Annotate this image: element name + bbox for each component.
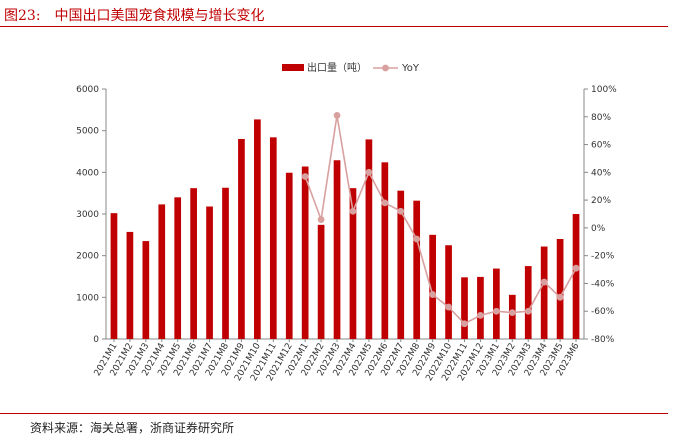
yoy-point <box>445 303 452 311</box>
yoy-point <box>508 309 516 317</box>
bar <box>429 234 436 339</box>
right-tick-label: -20% <box>591 252 615 262</box>
bar <box>508 294 516 339</box>
bar <box>556 239 564 339</box>
yoy-line <box>304 115 577 325</box>
yoy-point <box>461 320 468 328</box>
yoy-point <box>540 278 548 286</box>
left-tick-label: 4000 <box>76 168 99 178</box>
left-tick-label: 5000 <box>76 127 99 137</box>
bar <box>572 214 580 339</box>
figure-title: 图23: 中国出口美国宠食规模与增长变化 <box>4 5 265 25</box>
yoy-series <box>301 111 580 328</box>
bar <box>174 197 182 339</box>
right-tick-label: -40% <box>591 279 615 289</box>
right-tick-label: -80% <box>591 335 615 345</box>
bar <box>269 137 277 339</box>
bar <box>413 200 421 339</box>
bar <box>461 277 468 339</box>
bar <box>285 172 293 339</box>
right-tick-label: 60% <box>591 141 611 151</box>
legend-bar-swatch <box>282 64 304 71</box>
bar <box>397 190 405 339</box>
bar <box>381 162 389 339</box>
left-tick-label: 0 <box>93 335 99 345</box>
bar <box>540 246 548 339</box>
yoy-point <box>492 307 500 315</box>
bar <box>317 224 325 339</box>
bar <box>222 187 229 339</box>
bar <box>238 139 245 339</box>
bottom-rule <box>0 413 668 414</box>
yoy-point <box>572 264 580 272</box>
yoy-point <box>317 216 325 223</box>
left-tick-label: 2000 <box>76 252 99 262</box>
yoy-point <box>477 311 484 319</box>
axes: 0 1000 2000 3000 4000 5000 6000 -80% -60% -40% -20… <box>76 85 617 345</box>
bar <box>524 266 532 339</box>
yoy-point <box>381 199 389 207</box>
bar-series <box>110 119 580 340</box>
yoy-point <box>301 173 309 180</box>
bar <box>142 241 150 339</box>
yoy-point <box>413 235 421 243</box>
figure-number: 图23: <box>4 8 41 24</box>
figure-title-text: 中国出口美国宠食规模与增长变化 <box>54 8 265 24</box>
bar <box>333 160 341 339</box>
yoy-point <box>397 207 405 215</box>
right-tick-label: 80% <box>591 113 611 123</box>
yoy-point <box>365 168 373 176</box>
bar <box>445 245 452 339</box>
bar <box>206 206 213 339</box>
bar <box>477 276 484 339</box>
bar <box>493 268 500 339</box>
right-tick-label: -60% <box>591 307 615 317</box>
yoy-point <box>524 307 532 315</box>
yoy-point <box>556 293 564 301</box>
left-tick-label: 3000 <box>76 210 99 220</box>
legend-line-label: YoY <box>401 63 420 74</box>
legend-line-marker <box>382 64 389 72</box>
top-rule <box>0 26 668 27</box>
left-tick-label: 1000 <box>76 293 99 303</box>
bar <box>349 188 357 339</box>
legend: 出口量（吨） YoY <box>282 61 420 74</box>
left-tick-label: 6000 <box>76 85 99 95</box>
source-note: 资料来源：海关总署，浙商证券研究所 <box>30 421 235 435</box>
right-tick-label: 40% <box>591 168 611 178</box>
bar <box>126 231 134 339</box>
yoy-point <box>429 291 437 298</box>
x-axis-labels: 2021M12021M22021M32021M42021M52021M62021… <box>93 339 582 383</box>
right-tick-label: 100% <box>591 85 617 95</box>
yoy-point <box>349 207 357 215</box>
yoy-point <box>333 111 341 119</box>
bar <box>158 204 166 339</box>
bar <box>190 188 197 339</box>
bar <box>365 139 373 339</box>
bar <box>254 119 261 340</box>
chart: 出口量（吨） YoY 0 1000 2000 3000 4000 5000 6000 -80% -… <box>76 61 617 383</box>
bar <box>301 166 309 339</box>
right-tick-label: 20% <box>591 196 611 206</box>
legend-bar-label: 出口量（吨） <box>307 61 367 74</box>
right-tick-label: 0% <box>591 224 606 234</box>
bar <box>110 213 118 339</box>
